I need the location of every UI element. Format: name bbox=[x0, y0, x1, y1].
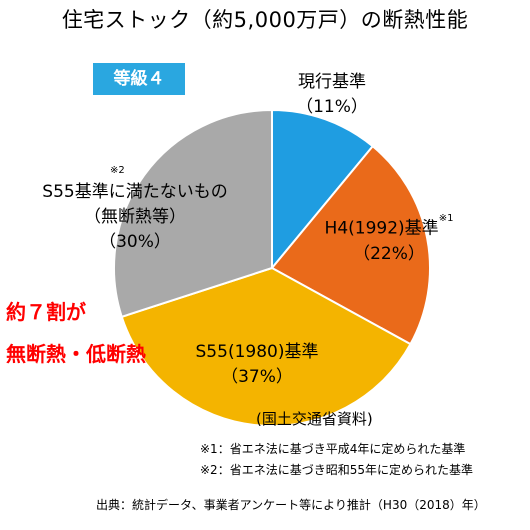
slice-label-current-value: （11%） bbox=[296, 97, 368, 117]
slice-label-h4: H4(1992)基準※1 （22%） bbox=[314, 212, 464, 267]
slice-label-s55-value: （37%） bbox=[221, 367, 293, 387]
slice-label-s55-name: S55(1980)基準 bbox=[195, 342, 319, 362]
callout-line1: 約７割が bbox=[6, 300, 86, 324]
slice-label-h4-name-row: H4(1992)基準※1 bbox=[314, 212, 464, 242]
slice-label-below-s55-name: S55基準に満たないもの bbox=[42, 182, 228, 202]
pie-slice-current bbox=[271, 108, 375, 271]
slice-label-current-name: 現行基準 bbox=[298, 72, 366, 92]
slice-label-s55: S55(1980)基準 （37%） bbox=[192, 340, 322, 390]
pie-slice-s55 bbox=[120, 266, 412, 427]
slice-label-h4-name: H4(1992)基準 bbox=[324, 218, 439, 239]
callout-line2: 無断熱・低断熱 bbox=[6, 342, 146, 366]
slice-label-h4-value: （22%） bbox=[353, 243, 425, 264]
pie-slice-h4 bbox=[270, 144, 431, 346]
slice-label-below-s55-note: ※2 bbox=[110, 165, 125, 176]
slice-label-below-s55-value: （30%） bbox=[99, 232, 171, 252]
slice-label-h4-note: ※1 bbox=[438, 213, 454, 224]
footnote-2: ※2：省エネ法に基づき昭和55年に定められた基準 bbox=[200, 463, 473, 477]
footnote-1: ※1：省エネ法に基づき平成4年に定められた基準 bbox=[200, 442, 466, 456]
grade-badge: 等級４ bbox=[93, 63, 185, 95]
pie-slice-below-s55 bbox=[113, 108, 273, 319]
slice-label-current: 現行基準 （11%） bbox=[280, 70, 384, 120]
source-credit: 出典：統計データ、事業者アンケート等により推計（H30（2018）年） bbox=[96, 498, 486, 512]
slice-label-below-s55: S55基準に満たないもの （無断熱等） （30%） bbox=[30, 180, 240, 255]
source-note: (国土交通省資料) bbox=[256, 410, 373, 428]
slice-label-below-s55-sub: （無断熱等） bbox=[84, 207, 186, 227]
chart-title: 住宅ストック（約5,000万戸）の断熱性能 bbox=[61, 8, 469, 32]
